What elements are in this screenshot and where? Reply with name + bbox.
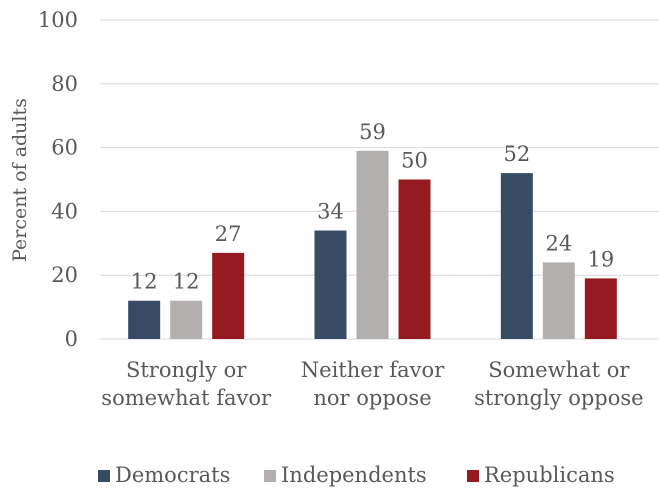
data-labels: 12 12 27 34 59 50 52 24 19 bbox=[131, 120, 614, 294]
data-label: 12 bbox=[173, 270, 200, 294]
bar-republicans bbox=[584, 278, 617, 339]
bars bbox=[128, 150, 617, 339]
category-label: Neither favor nor oppose bbox=[301, 358, 445, 410]
data-label: 12 bbox=[131, 270, 158, 294]
data-label: 24 bbox=[545, 231, 572, 255]
legend-label-independents: Independents bbox=[281, 463, 427, 487]
data-label: 52 bbox=[503, 142, 530, 166]
category-labels: Strongly or somewhat favor Neither favor no… bbox=[101, 358, 643, 410]
legend-label-republicans: Republicans bbox=[484, 463, 615, 487]
bar-independents bbox=[356, 150, 389, 339]
category-label: Strongly or somewhat favor bbox=[101, 358, 272, 410]
y-axis-title: Percent of adults bbox=[9, 98, 31, 262]
legend-swatch-independents bbox=[264, 470, 276, 482]
y-tick-label: 40 bbox=[51, 199, 78, 223]
bar-democrats bbox=[314, 230, 347, 339]
y-tick-label: 60 bbox=[51, 136, 78, 160]
bar-democrats bbox=[500, 173, 533, 339]
legend-label-democrats: Democrats bbox=[115, 463, 230, 487]
bar-republicans bbox=[212, 252, 245, 339]
legend: Democrats Independents Republicans bbox=[98, 463, 615, 487]
data-label: 50 bbox=[401, 149, 428, 173]
y-axis-tick-labels: 0 20 40 60 80 100 bbox=[38, 8, 78, 351]
y-tick-label: 100 bbox=[38, 8, 78, 32]
data-label: 59 bbox=[359, 120, 386, 144]
legend-swatch-democrats bbox=[98, 470, 110, 482]
data-label: 34 bbox=[317, 200, 344, 224]
legend-swatch-republicans bbox=[467, 470, 479, 482]
data-label: 19 bbox=[587, 247, 614, 271]
y-tick-label: 0 bbox=[65, 327, 78, 351]
y-tick-label: 80 bbox=[51, 72, 78, 96]
data-label: 27 bbox=[215, 222, 242, 246]
y-tick-label: 20 bbox=[51, 263, 78, 287]
category-label: Somewhat or strongly oppose bbox=[474, 358, 644, 410]
bar-independents bbox=[542, 262, 575, 339]
bar-independents bbox=[170, 300, 203, 339]
bar-republicans bbox=[398, 179, 431, 339]
bar-democrats bbox=[128, 300, 161, 339]
